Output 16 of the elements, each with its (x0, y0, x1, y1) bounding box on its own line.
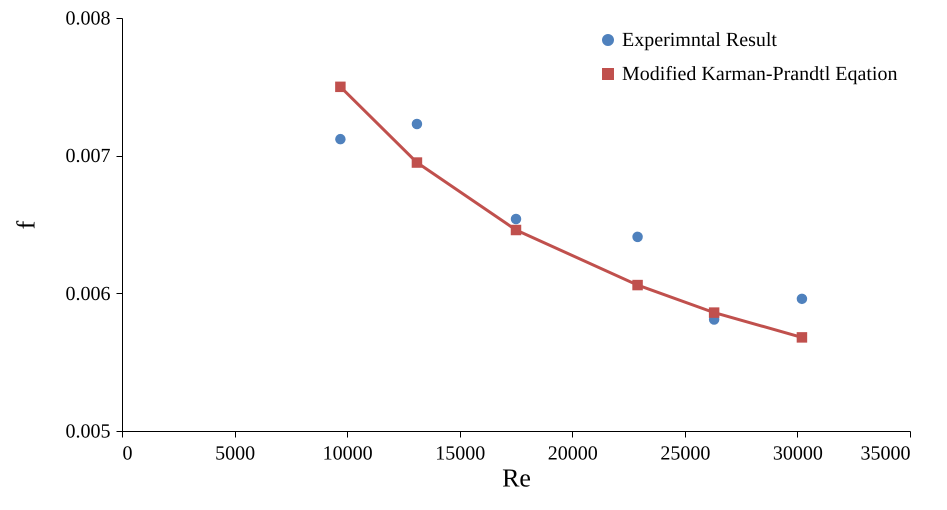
x-tick-label: 35000 (860, 442, 910, 464)
x-tick-label: 10000 (322, 442, 373, 464)
x-tick-label: 25000 (660, 442, 710, 464)
y-tick-label: 0.006 (66, 282, 110, 305)
x-tick-label: 30000 (772, 442, 823, 464)
legend-label: Modified Karman-Prandtl Eqation (622, 63, 898, 85)
legend-label: Experimntal Result (622, 29, 778, 51)
x-tick-label: 0 (122, 442, 132, 464)
y-axis-title: f (12, 220, 40, 230)
x-tick-label: 20000 (548, 442, 598, 464)
y-tick-label: 0.005 (66, 420, 110, 442)
y-tick-label: 0.008 (66, 8, 110, 30)
x-axis-title: Re (502, 464, 531, 492)
y-tick-label: 0.007 (66, 145, 110, 168)
x-tick-label: 15000 (435, 442, 486, 464)
x-tick-label: 5000 (215, 442, 256, 464)
